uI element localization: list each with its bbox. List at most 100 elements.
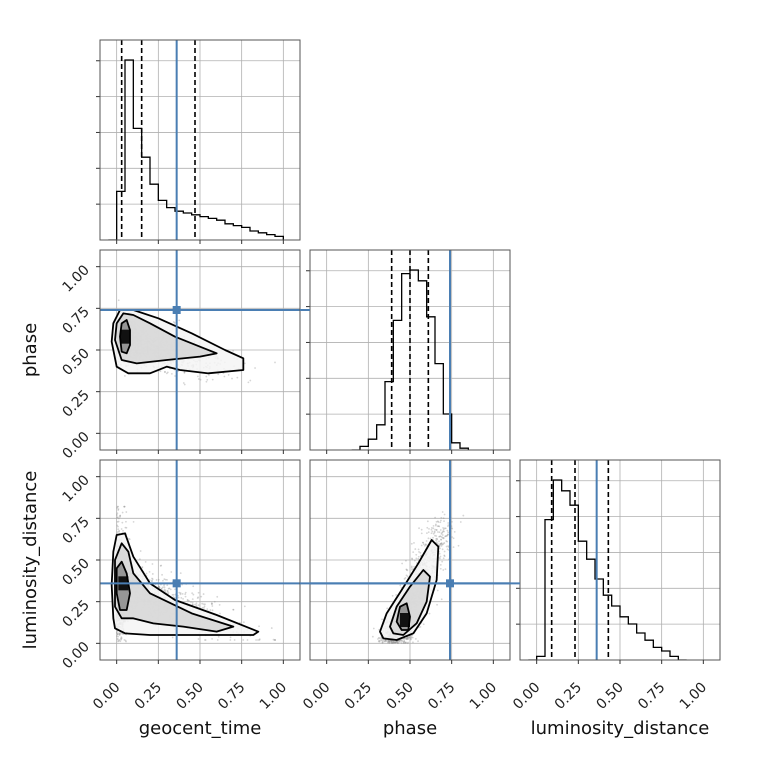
scatter-point (167, 587, 170, 590)
scatter-point (432, 536, 434, 539)
scatter-point (200, 595, 203, 598)
scatter-point (132, 520, 135, 523)
x-tick-label-luminosity_distance-1: 0.25 (552, 680, 585, 713)
scatter-point (116, 633, 119, 635)
scatter-point (405, 638, 408, 641)
scatter-point (435, 537, 437, 540)
scatter-point (236, 376, 239, 379)
scatter-point (183, 371, 186, 374)
scatter-point (116, 505, 119, 508)
histogram-luminosity_distance (528, 479, 687, 660)
y-tick-label-luminosity_distance-4: 1.00 (59, 472, 92, 505)
scatter-point (439, 535, 442, 538)
scatter-point (393, 642, 396, 644)
scatter-point (246, 639, 249, 641)
scatter-point (412, 641, 414, 644)
scatter-point (379, 639, 382, 642)
scatter-point (378, 639, 381, 642)
x-tick-label-phase-0: 0.00 (300, 680, 333, 713)
panel-hist-phase (306, 249, 511, 451)
scatter-point (426, 526, 429, 529)
scatter-point (440, 538, 443, 541)
scatter-point (116, 512, 119, 515)
scatter-point (204, 603, 206, 606)
scatter-point (422, 541, 424, 544)
scatter-point (121, 511, 124, 514)
scatter-point (381, 618, 383, 621)
scatter-point (227, 374, 230, 376)
scatter-point (243, 605, 246, 608)
scatter-point (120, 637, 122, 640)
scatter-point (432, 527, 435, 530)
scatter-point (392, 641, 395, 643)
y-tick-label-phase-3: 0.75 (59, 304, 92, 337)
scatter-point (396, 640, 398, 643)
scatter-point (258, 625, 260, 628)
scatter-point (391, 594, 394, 597)
scatter-point (161, 586, 164, 589)
scatter-point (411, 636, 414, 639)
scatter-point (125, 511, 128, 513)
scatter-point (116, 531, 119, 533)
panel-content (310, 460, 510, 660)
scatter-point (447, 524, 450, 526)
scatter-point (392, 642, 394, 645)
scatter-point (432, 532, 435, 535)
scatter-point (408, 636, 411, 639)
scatter-point (378, 640, 381, 643)
scatter-point (160, 564, 163, 567)
scatter-point (444, 568, 447, 571)
scatter-point (184, 591, 187, 594)
scatter-point (231, 377, 233, 380)
scatter-point (452, 546, 455, 548)
scatter-point (151, 579, 153, 582)
scatter-point (184, 593, 187, 596)
scatter-point (116, 520, 119, 523)
scatter-point (181, 592, 184, 595)
scatter-point (410, 636, 413, 638)
scatter-point (182, 597, 184, 600)
scatter-point (443, 527, 446, 530)
scatter-point (151, 580, 153, 583)
scatter-point (119, 514, 121, 517)
scatter-point (405, 568, 408, 571)
scatter-point (119, 632, 121, 635)
scatter-point (388, 642, 391, 644)
scatter-point (434, 524, 437, 527)
scatter-point (417, 548, 420, 551)
scatter-point (398, 639, 401, 642)
scatter-point (424, 543, 427, 546)
scatter-point (117, 517, 120, 520)
scatter-point (436, 537, 438, 540)
scatter-point (406, 636, 408, 639)
scatter-point (151, 578, 154, 580)
scatter-point (120, 637, 123, 640)
scatter-point (439, 547, 441, 550)
scatter-point (167, 591, 170, 594)
scatter-point (445, 535, 448, 537)
scatter-point (430, 528, 433, 531)
scatter-point (393, 641, 396, 644)
x-tick-label-phase-3: 0.75 (425, 680, 458, 713)
scatter-point (232, 349, 234, 352)
scatter-point (446, 533, 449, 536)
scatter-point (392, 641, 395, 644)
scatter-point (439, 543, 442, 545)
scatter-point (444, 535, 447, 538)
scatter-point (427, 537, 430, 540)
scatter-point (405, 559, 407, 562)
scatter-point (406, 575, 409, 578)
scatter-point (388, 641, 391, 643)
scatter-point (439, 557, 441, 560)
scatter-point (123, 505, 126, 508)
y-tick-label-luminosity_distance-3: 0.75 (59, 514, 92, 547)
truth-marker (172, 306, 181, 314)
scatter-point (117, 525, 119, 528)
scatter-point (196, 375, 199, 378)
scatter-point (187, 599, 190, 602)
scatter-point (435, 529, 438, 531)
scatter-point (162, 579, 164, 582)
scatter-point (435, 528, 438, 531)
scatter-point (211, 602, 213, 605)
scatter-point (423, 544, 426, 547)
